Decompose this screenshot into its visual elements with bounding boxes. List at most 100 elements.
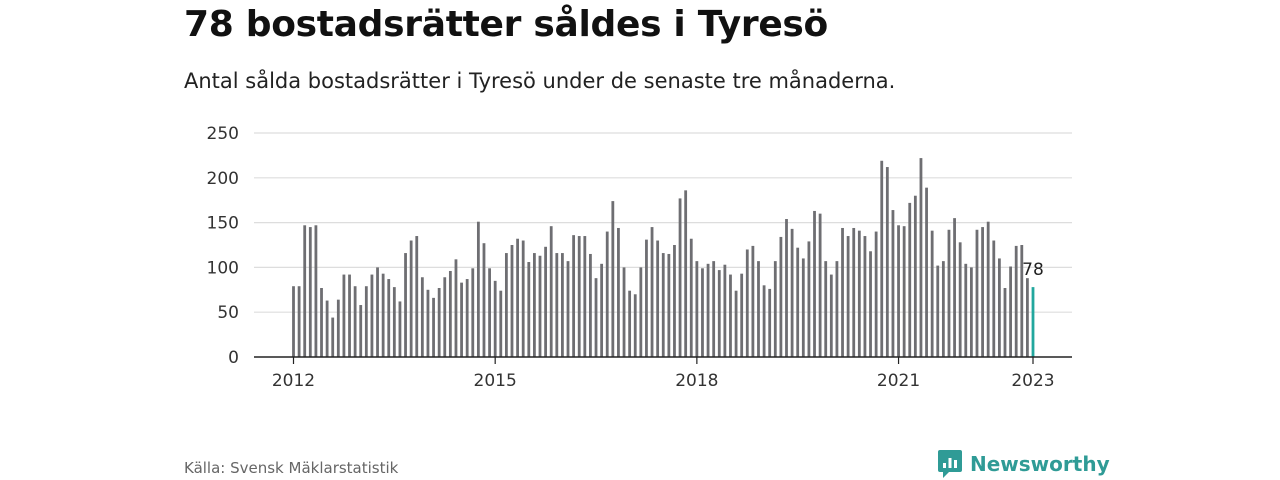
bar	[734, 290, 738, 357]
bar	[521, 240, 525, 357]
bar-highlight	[1031, 287, 1035, 357]
bar	[600, 263, 604, 357]
bar	[605, 231, 609, 357]
bar	[493, 280, 497, 357]
chart-title: 78 bostadsrätter såldes i Tyresö	[184, 4, 828, 45]
bar	[381, 273, 385, 357]
x-tick-label: 2012	[272, 371, 315, 391]
bar	[846, 236, 850, 357]
bar	[1009, 266, 1012, 357]
bar	[824, 261, 828, 357]
bar	[701, 268, 704, 357]
last-value-label: 78	[1022, 260, 1044, 280]
bar	[975, 229, 979, 357]
bar	[532, 253, 536, 357]
x-axis-ticks: 2012 2015 2018 2021 2023	[272, 357, 1055, 391]
bar	[376, 267, 379, 357]
bar	[807, 241, 811, 357]
bar	[639, 267, 643, 357]
y-tick-label: 200	[207, 169, 239, 189]
bar	[706, 263, 710, 357]
newsworthy-logo[interactable]: Newsworthy	[937, 449, 1110, 479]
bar	[1025, 278, 1029, 357]
bar	[415, 236, 419, 357]
bar	[857, 230, 861, 357]
bar	[958, 242, 962, 357]
bar	[1003, 288, 1007, 357]
bar	[443, 277, 447, 357]
bar	[757, 261, 760, 357]
bar	[471, 268, 475, 357]
bar	[426, 289, 430, 357]
y-axis-ticks: 0 50 100 150 200 250	[207, 124, 239, 368]
bar	[331, 317, 335, 357]
bar	[359, 305, 363, 357]
bar	[516, 238, 519, 357]
bar	[712, 261, 716, 357]
bar	[650, 227, 654, 357]
bar	[538, 255, 542, 357]
bar	[773, 261, 777, 357]
bar	[577, 236, 581, 357]
bar	[656, 240, 660, 357]
bar	[633, 294, 637, 357]
bar	[678, 198, 682, 357]
bar	[566, 261, 570, 357]
bar	[549, 226, 553, 357]
newsworthy-logo-icon	[938, 450, 962, 478]
bar	[986, 221, 990, 357]
bar	[527, 262, 531, 357]
bar	[740, 273, 744, 357]
y-tick-label: 150	[207, 214, 239, 234]
bar	[387, 279, 391, 357]
bar	[745, 249, 749, 357]
bar	[717, 270, 721, 357]
bar	[420, 277, 424, 357]
bar	[661, 253, 665, 357]
bar	[813, 210, 816, 357]
bar	[448, 270, 452, 357]
bar	[863, 236, 867, 357]
bar	[460, 282, 463, 357]
bar	[913, 195, 917, 357]
bar	[925, 187, 928, 357]
bar	[930, 230, 934, 357]
bar	[398, 301, 402, 357]
bar	[818, 213, 822, 357]
y-tick-label: 0	[228, 348, 239, 368]
x-tick-label: 2018	[675, 371, 718, 391]
bar	[353, 286, 357, 357]
bar	[561, 253, 564, 357]
bar	[583, 236, 587, 357]
bar	[617, 227, 620, 357]
bar	[964, 263, 968, 357]
bar	[572, 235, 576, 357]
bar	[622, 267, 626, 357]
bar	[908, 202, 912, 357]
bar	[667, 253, 671, 357]
brand-name: Newsworthy	[970, 452, 1110, 476]
chart-subtitle: Antal sålda bostadsrätter i Tyresö under…	[184, 69, 896, 93]
y-tick-label: 50	[217, 303, 239, 323]
bar	[297, 286, 301, 357]
y-tick-label: 250	[207, 124, 239, 144]
bar	[762, 285, 766, 357]
bar	[992, 240, 996, 357]
bar	[544, 246, 548, 357]
y-tick-label: 100	[207, 258, 239, 278]
bar	[751, 245, 755, 357]
bar	[969, 267, 973, 357]
bar	[476, 221, 480, 357]
bar	[510, 245, 514, 357]
bar	[684, 190, 688, 357]
bar	[790, 228, 794, 357]
bar	[829, 274, 833, 357]
source-note: Källa: Svensk Mäklarstatistik	[184, 459, 399, 477]
bar	[594, 278, 598, 357]
bar	[768, 288, 772, 357]
bar	[835, 261, 839, 357]
bar	[891, 210, 895, 357]
bar	[981, 227, 984, 357]
bar	[370, 274, 374, 357]
bar	[364, 286, 368, 357]
